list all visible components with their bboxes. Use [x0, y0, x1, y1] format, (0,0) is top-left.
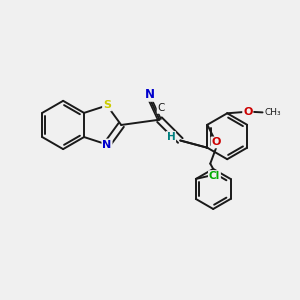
Text: C: C — [157, 103, 165, 113]
Text: N: N — [102, 140, 112, 149]
Text: CH₃: CH₃ — [264, 108, 280, 117]
Text: Cl: Cl — [209, 171, 220, 181]
Text: H: H — [167, 132, 175, 142]
Text: S: S — [103, 100, 111, 110]
Text: O: O — [243, 107, 253, 117]
Text: N: N — [145, 88, 155, 101]
Text: O: O — [212, 137, 221, 147]
